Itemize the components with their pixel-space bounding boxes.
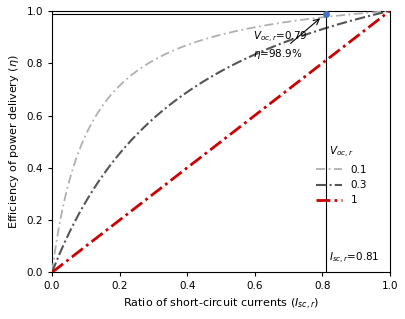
Legend: 0.1, 0.3, 1: 0.1, 0.3, 1 bbox=[312, 141, 371, 210]
Y-axis label: Efficiency of power delivery ($\eta$): Efficiency of power delivery ($\eta$) bbox=[7, 55, 21, 229]
Text: $V_{oc,r}$=0.79
$\eta$=98.9%: $V_{oc,r}$=0.79 $\eta$=98.9% bbox=[253, 29, 308, 61]
Text: $I_{sc,r}$=0.81: $I_{sc,r}$=0.81 bbox=[329, 251, 379, 266]
X-axis label: Ratio of short-circuit currents ($I_{sc,r}$): Ratio of short-circuit currents ($I_{sc,… bbox=[123, 297, 319, 312]
